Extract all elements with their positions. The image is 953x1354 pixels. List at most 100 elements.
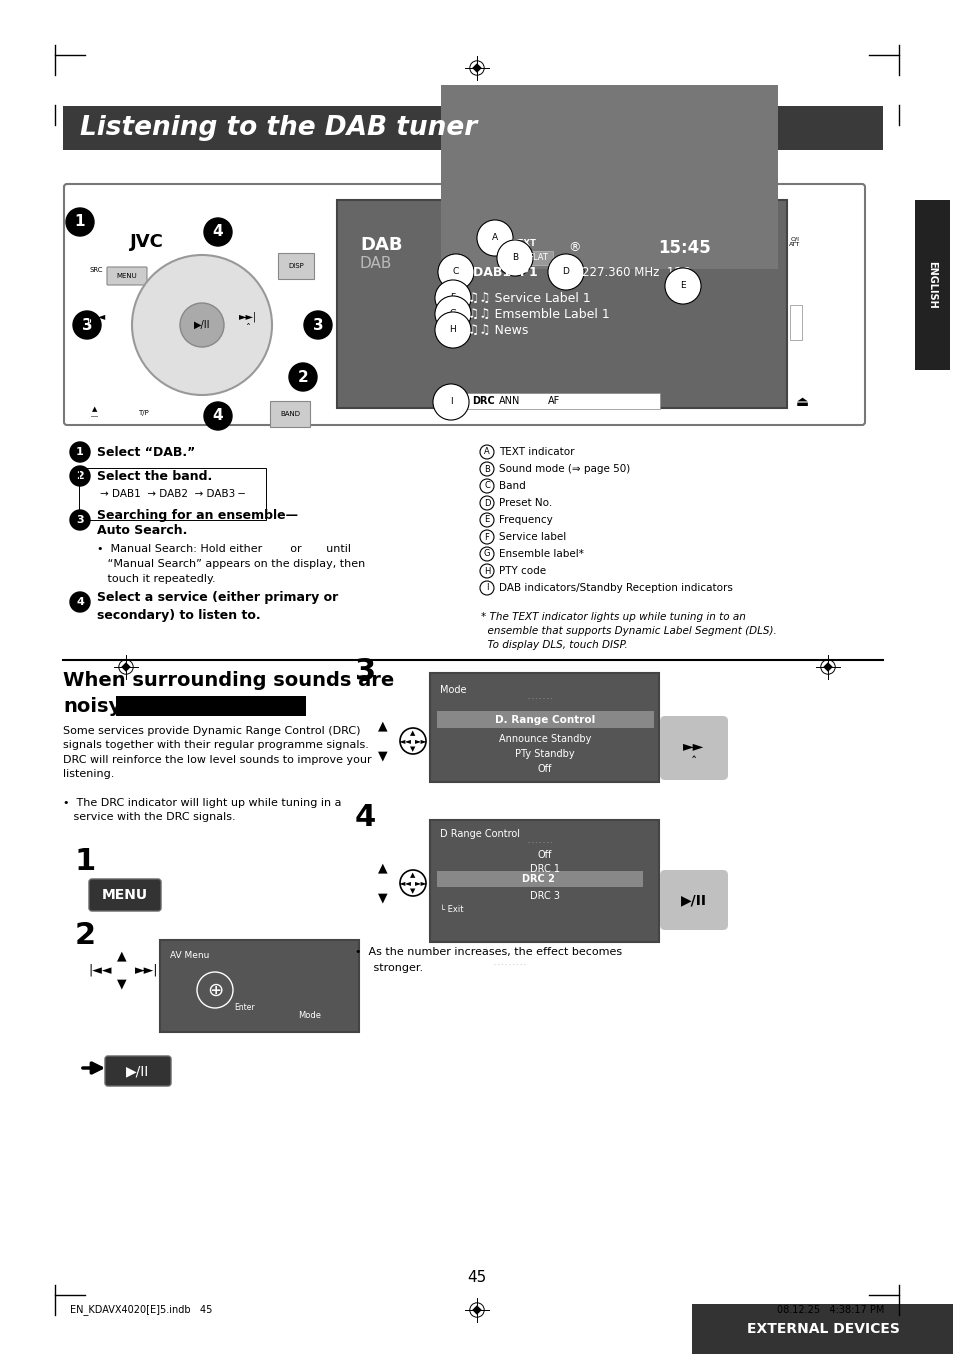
Text: T/P: T/P [137, 410, 149, 416]
Text: ◄◄: ◄◄ [398, 879, 411, 887]
Text: G: G [449, 310, 456, 318]
FancyBboxPatch shape [659, 716, 727, 780]
Text: F: F [450, 294, 456, 302]
Circle shape [70, 441, 90, 462]
Text: |◄◄: |◄◄ [89, 964, 112, 976]
Text: Select a service (either primary or: Select a service (either primary or [97, 592, 338, 604]
Circle shape [70, 510, 90, 529]
FancyBboxPatch shape [691, 1304, 953, 1354]
Text: A: A [483, 448, 489, 456]
Text: ▼: ▼ [410, 746, 416, 751]
Text: “Manual Search” appears on the display, then: “Manual Search” appears on the display, … [97, 559, 365, 569]
Text: 2: 2 [76, 471, 84, 481]
Circle shape [70, 466, 90, 486]
FancyBboxPatch shape [522, 250, 553, 265]
Text: H: H [449, 325, 456, 334]
Text: ⏏: ⏏ [795, 395, 808, 409]
Text: F: F [484, 532, 489, 542]
Polygon shape [472, 64, 481, 73]
Text: PTy Standby: PTy Standby [515, 749, 575, 760]
Text: 4: 4 [213, 225, 223, 240]
Text: MENU: MENU [102, 888, 148, 902]
Text: 08.12.25   4:38:17 PM: 08.12.25 4:38:17 PM [776, 1305, 883, 1315]
Text: Enter: Enter [234, 1003, 255, 1013]
Text: B: B [512, 253, 517, 263]
Text: ▲: ▲ [377, 861, 388, 875]
Text: PTY code: PTY code [498, 566, 545, 575]
Text: BAND: BAND [280, 412, 299, 417]
Text: Some services provide Dynamic Range Control (DRC)
signals together with their re: Some services provide Dynamic Range Cont… [63, 726, 372, 779]
FancyBboxPatch shape [160, 940, 358, 1032]
Text: E: E [679, 282, 685, 291]
Text: 3: 3 [76, 515, 84, 525]
Text: 4: 4 [355, 803, 375, 831]
Text: Select “DAB.”: Select “DAB.” [97, 445, 195, 459]
Text: ˆ: ˆ [690, 756, 697, 769]
FancyBboxPatch shape [89, 879, 161, 911]
FancyBboxPatch shape [789, 305, 801, 340]
Text: DISP: DISP [288, 263, 304, 269]
Text: DRC: DRC [472, 395, 495, 406]
Text: → DAB1  → DAB2  → DAB3 ─: → DAB1 → DAB2 → DAB3 ─ [100, 489, 245, 500]
Text: DRC 1: DRC 1 [530, 864, 559, 873]
Text: Sound mode (⇒ page 50): Sound mode (⇒ page 50) [498, 464, 630, 474]
Text: DAB indicators/Standby Reception indicators: DAB indicators/Standby Reception indicat… [498, 584, 732, 593]
Text: Frequency: Frequency [498, 515, 552, 525]
Text: EXTERNAL DEVICES: EXTERNAL DEVICES [746, 1322, 899, 1336]
Text: ▶/II: ▶/II [193, 320, 210, 330]
Text: Mode: Mode [439, 685, 466, 695]
Text: ▲: ▲ [410, 730, 416, 737]
Text: Announce Standby: Announce Standby [498, 734, 591, 743]
Text: MENU: MENU [116, 274, 137, 279]
Text: D: D [483, 498, 490, 508]
FancyBboxPatch shape [430, 821, 659, 942]
Text: O/I
ATT: O/I ATT [788, 237, 800, 248]
Text: 15:45: 15:45 [658, 240, 711, 257]
Text: 4: 4 [213, 409, 223, 424]
Text: Off: Off [537, 850, 552, 860]
Text: FLAT: FLAT [528, 253, 547, 263]
Text: touch it repeatedly.: touch it repeatedly. [97, 574, 215, 584]
Text: Off: Off [537, 764, 552, 774]
Circle shape [132, 255, 272, 395]
Text: ▲: ▲ [117, 949, 127, 963]
Text: |◄◄
ˇ: |◄◄ ˇ [88, 311, 106, 334]
Text: - - - - - - -: - - - - - - - [527, 696, 552, 701]
Text: ►►: ►► [414, 879, 427, 887]
Text: When surrounding sounds are: When surrounding sounds are [63, 670, 394, 689]
Text: DAB: DAB [359, 256, 392, 272]
Text: Searching for an ensemble—: Searching for an ensemble— [97, 509, 297, 523]
Text: To display DLS, touch DISP.: To display DLS, touch DISP. [480, 640, 627, 650]
Polygon shape [472, 1305, 481, 1315]
FancyBboxPatch shape [659, 871, 727, 930]
Text: 1: 1 [75, 848, 96, 876]
Text: noisy: noisy [63, 696, 121, 715]
Text: stronger.: stronger. [363, 963, 423, 974]
Text: DAB1  P1: DAB1 P1 [473, 265, 537, 279]
Text: ▶/II: ▶/II [126, 1064, 150, 1078]
Text: ♫♫ Service Label 1: ♫♫ Service Label 1 [468, 291, 590, 305]
FancyBboxPatch shape [440, 85, 778, 269]
Circle shape [180, 303, 224, 347]
Text: AF: AF [547, 395, 559, 406]
Text: 2: 2 [297, 370, 308, 385]
FancyBboxPatch shape [105, 1056, 171, 1086]
Text: AV Menu: AV Menu [170, 951, 209, 960]
Text: ANN: ANN [498, 395, 519, 406]
Polygon shape [822, 662, 832, 672]
Text: secondary) to listen to.: secondary) to listen to. [97, 608, 260, 621]
FancyBboxPatch shape [63, 106, 882, 150]
FancyBboxPatch shape [116, 696, 306, 716]
Text: SRC: SRC [90, 267, 103, 274]
Text: E: E [484, 516, 489, 524]
Text: B: B [483, 464, 490, 474]
Text: Preset No.: Preset No. [498, 498, 552, 508]
Text: ♫♫ Emsemble Label 1: ♫♫ Emsemble Label 1 [468, 307, 609, 321]
Text: Listening to the DAB tuner: Listening to the DAB tuner [80, 115, 476, 141]
Text: I: I [449, 398, 452, 406]
Text: 3: 3 [355, 658, 375, 686]
Text: D. Range Control: D. Range Control [495, 715, 595, 724]
Text: D Range Control: D Range Control [439, 829, 519, 839]
Text: - - - - - - - - -: - - - - - - - - - [494, 963, 525, 968]
Circle shape [66, 209, 94, 236]
